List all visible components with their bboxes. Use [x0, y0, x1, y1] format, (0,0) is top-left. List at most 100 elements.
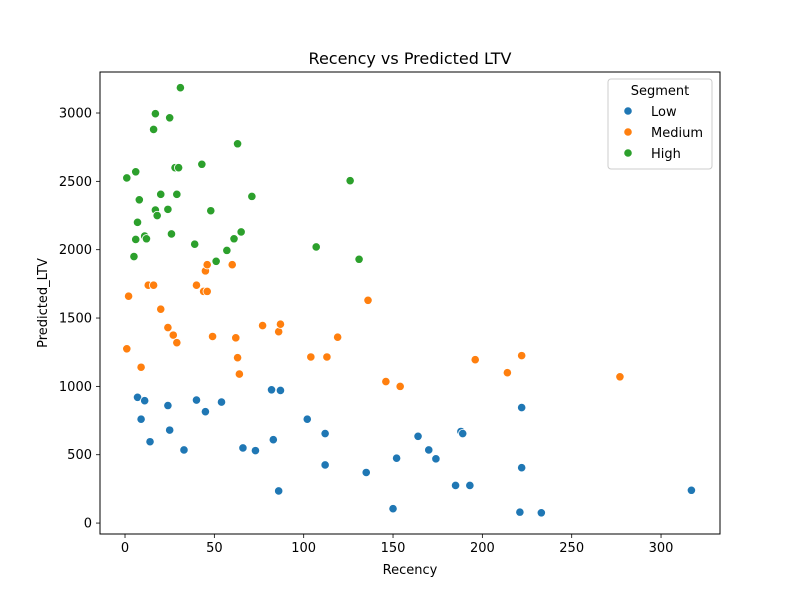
point-medium-22 [306, 352, 316, 362]
point-low-17 [320, 428, 330, 439]
point-low-23 [424, 445, 434, 455]
x-tick-label-200: 200 [470, 541, 495, 556]
point-low-7 [191, 395, 202, 405]
point-low-33 [686, 485, 697, 495]
point-medium-9 [191, 280, 202, 290]
plot-area [122, 83, 697, 518]
point-high-31 [354, 254, 364, 264]
y-tick-label-1000: 1000 [59, 380, 92, 395]
point-low-1 [136, 414, 146, 424]
point-high-25 [229, 234, 239, 244]
point-medium-14 [207, 331, 218, 342]
point-medium-30 [517, 351, 527, 361]
point-medium-23 [322, 352, 332, 362]
point-high-4 [132, 217, 143, 227]
point-low-31 [517, 463, 527, 473]
point-medium-12 [202, 260, 212, 270]
point-medium-24 [333, 332, 343, 342]
point-low-3 [145, 437, 155, 447]
x-tick-label-0: 0 [121, 541, 129, 556]
point-high-28 [247, 191, 257, 201]
point-medium-18 [234, 369, 244, 379]
point-high-3 [131, 234, 141, 245]
y-axis-label: Predicted_LTV [36, 258, 51, 348]
point-medium-17 [232, 353, 243, 363]
y-tick-label-1500: 1500 [59, 312, 92, 327]
y-tick-label-2500: 2500 [59, 175, 92, 190]
legend-label-medium: Medium [651, 126, 703, 141]
point-low-5 [165, 425, 175, 435]
point-high-7 [141, 234, 152, 244]
point-medium-15 [227, 260, 237, 270]
point-low-19 [361, 467, 371, 478]
point-medium-29 [502, 368, 512, 378]
chart-title: Recency vs Predicted LTV [309, 49, 512, 68]
point-high-12 [156, 189, 166, 199]
point-low-21 [391, 453, 402, 463]
legend-marker-low [623, 106, 633, 116]
point-high-22 [206, 206, 216, 216]
point-low-11 [250, 446, 261, 456]
point-medium-2 [136, 362, 146, 372]
point-low-22 [413, 431, 423, 441]
point-medium-31 [615, 372, 625, 382]
point-high-19 [175, 83, 185, 93]
point-high-9 [150, 109, 160, 119]
point-high-15 [166, 229, 177, 239]
x-tick-label-150: 150 [381, 541, 406, 556]
point-low-2 [140, 396, 150, 406]
point-low-20 [388, 504, 398, 514]
point-low-25 [450, 480, 461, 491]
point-low-32 [536, 508, 546, 518]
point-low-24 [431, 454, 441, 464]
point-medium-26 [381, 376, 391, 387]
point-low-30 [517, 402, 527, 413]
point-high-18 [174, 163, 184, 173]
x-axis: 0 50 100 150 200 250 300 [121, 534, 674, 556]
point-medium-0 [122, 344, 132, 354]
point-high-20 [190, 239, 200, 249]
point-medium-28 [470, 355, 480, 365]
y-tick-label-500: 500 [67, 448, 92, 463]
point-low-27 [458, 428, 468, 439]
y-tick-label-0: 0 [84, 517, 92, 532]
point-high-13 [163, 204, 173, 214]
point-high-24 [222, 245, 232, 255]
point-medium-20 [274, 327, 284, 337]
point-high-8 [149, 124, 159, 135]
point-low-29 [515, 507, 525, 517]
point-low-18 [320, 460, 330, 470]
point-high-14 [165, 113, 175, 123]
point-high-21 [197, 159, 207, 169]
x-tick-label-300: 300 [649, 541, 674, 556]
point-low-6 [179, 445, 189, 455]
point-low-10 [238, 443, 248, 453]
point-medium-5 [156, 304, 166, 314]
point-low-13 [268, 435, 278, 445]
point-low-14 [274, 486, 284, 496]
point-high-5 [134, 195, 144, 205]
legend-marker-high [623, 148, 633, 158]
x-tick-label-250: 250 [559, 541, 584, 556]
y-tick-label-3000: 3000 [59, 107, 92, 122]
point-medium-6 [163, 322, 173, 333]
point-low-8 [200, 407, 211, 417]
point-low-28 [465, 480, 475, 491]
point-low-9 [216, 397, 227, 407]
point-high-29 [311, 242, 321, 252]
point-high-2 [129, 251, 139, 262]
point-medium-4 [149, 280, 159, 290]
point-low-15 [275, 385, 286, 396]
point-high-30 [345, 176, 355, 186]
point-low-16 [302, 414, 312, 424]
point-high-17 [172, 189, 182, 199]
legend-title: Segment [631, 84, 690, 99]
point-high-1 [131, 167, 141, 177]
point-medium-7 [168, 330, 178, 340]
point-medium-19 [257, 320, 268, 331]
legend-marker-medium [623, 127, 633, 137]
point-high-11 [152, 210, 162, 221]
legend-label-low: Low [651, 105, 677, 120]
point-medium-21 [275, 319, 286, 329]
point-high-26 [232, 139, 243, 149]
